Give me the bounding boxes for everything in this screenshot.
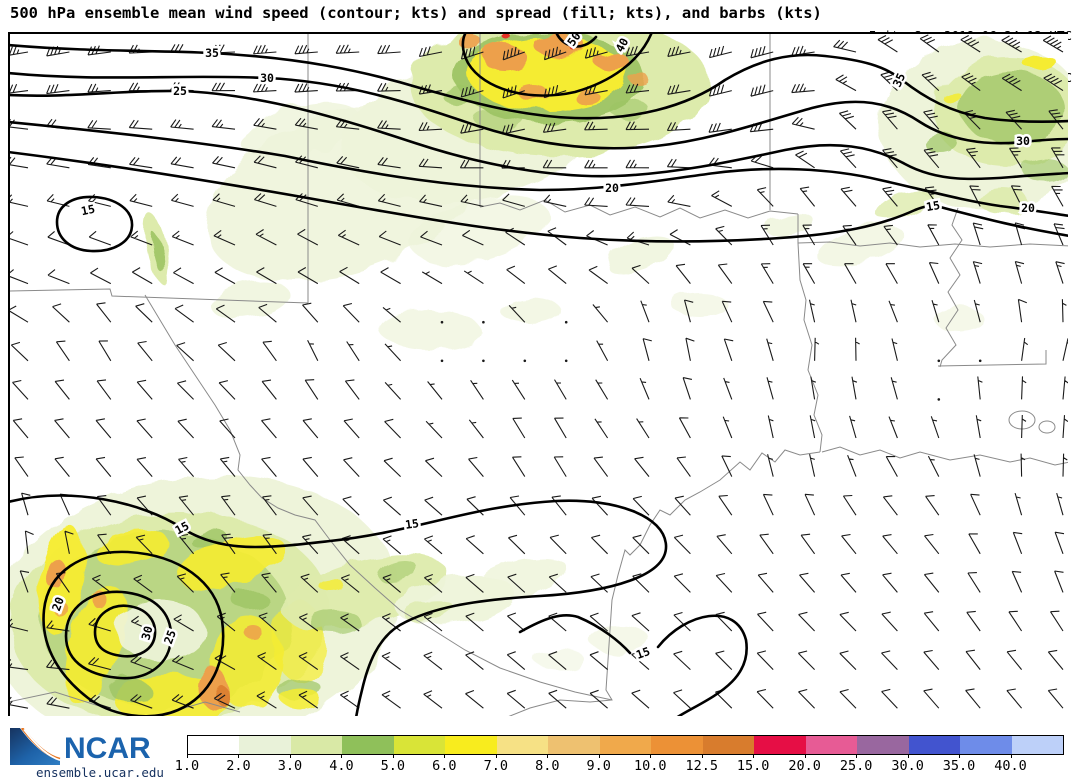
map-frame: 50 40 35 35 30 30 25 20 20 15 15 30 25 20 15 15 15 bbox=[8, 32, 1070, 718]
colorbar-tick-label: 2.0 bbox=[226, 758, 251, 774]
svg-text:15: 15 bbox=[925, 198, 941, 214]
colorbar-segment bbox=[496, 736, 549, 754]
colorbar-segment bbox=[599, 736, 652, 754]
colorbar-tick-label: 8.0 bbox=[535, 758, 560, 774]
svg-text:35: 35 bbox=[205, 46, 219, 60]
colorbar-tick-label: 35.0 bbox=[942, 758, 976, 774]
colorbar-segment bbox=[445, 736, 497, 754]
map-canvas: 50 40 35 35 30 30 25 20 20 15 15 30 25 20 15 15 15 bbox=[8, 32, 1070, 720]
colorbar-tick-label: 1.0 bbox=[174, 758, 200, 774]
colorbar-segment bbox=[908, 736, 961, 754]
svg-text:20: 20 bbox=[605, 181, 619, 195]
colorbar-tick-label: 5.0 bbox=[380, 758, 406, 774]
colorbar-segment bbox=[393, 736, 446, 754]
svg-text:30: 30 bbox=[1016, 134, 1030, 148]
colorbar-segment bbox=[702, 736, 755, 754]
colorbar-tick-label: 6.0 bbox=[432, 758, 457, 774]
ncar-logo: NCAR bbox=[10, 728, 151, 765]
colorbar-tick-label: 3.0 bbox=[277, 758, 303, 774]
colorbar-tick-label: 4.0 bbox=[329, 758, 354, 774]
colorbar-tick-label: 7.0 bbox=[483, 758, 509, 774]
ncar-logo-mark bbox=[10, 728, 61, 765]
svg-text:30: 30 bbox=[138, 624, 155, 641]
colorbar-segment bbox=[548, 736, 600, 754]
colorbar-tick-label: 25.0 bbox=[839, 758, 873, 774]
colorbar-segment bbox=[188, 736, 240, 754]
colorbar-tick-label: 9.0 bbox=[586, 758, 611, 774]
colorbar-tick-label: 12.5 bbox=[685, 758, 718, 774]
colorbar-tick-label: 10.0 bbox=[633, 758, 667, 774]
page-title: 500 hPa ensemble mean wind speed (contou… bbox=[10, 4, 822, 22]
colorbar-tick-label: 30.0 bbox=[891, 758, 924, 774]
colorbar-segment bbox=[754, 736, 806, 754]
colorbar-tick-label: 40.0 bbox=[994, 758, 1027, 774]
site-url: ensemble.ucar.edu bbox=[36, 765, 164, 780]
colorbar-segment bbox=[1011, 736, 1063, 754]
colorbar-segment bbox=[651, 736, 703, 754]
colorbar-segment bbox=[857, 736, 909, 754]
footer-bar: NCAR ensemble.ucar.edu 1.0 2.0 3.0 4.0 5.0 6.… bbox=[0, 718, 1080, 781]
ncar-logo-text: NCAR bbox=[64, 732, 151, 765]
colorbar-segment bbox=[239, 736, 291, 754]
colorbar-tick-label: 20.0 bbox=[788, 758, 821, 774]
svg-text:30: 30 bbox=[260, 71, 274, 85]
colorbar-segment bbox=[342, 736, 394, 754]
svg-text:25: 25 bbox=[173, 84, 187, 98]
colorbar bbox=[187, 735, 1064, 755]
svg-text:15: 15 bbox=[404, 516, 420, 532]
colorbar-segment bbox=[960, 736, 1012, 754]
colorbar-tick-label: 15.0 bbox=[736, 758, 770, 774]
svg-text:20: 20 bbox=[1021, 201, 1035, 215]
colorbar-segment bbox=[290, 736, 343, 754]
colorbar-segment bbox=[805, 736, 858, 754]
svg-text:15: 15 bbox=[80, 202, 97, 219]
